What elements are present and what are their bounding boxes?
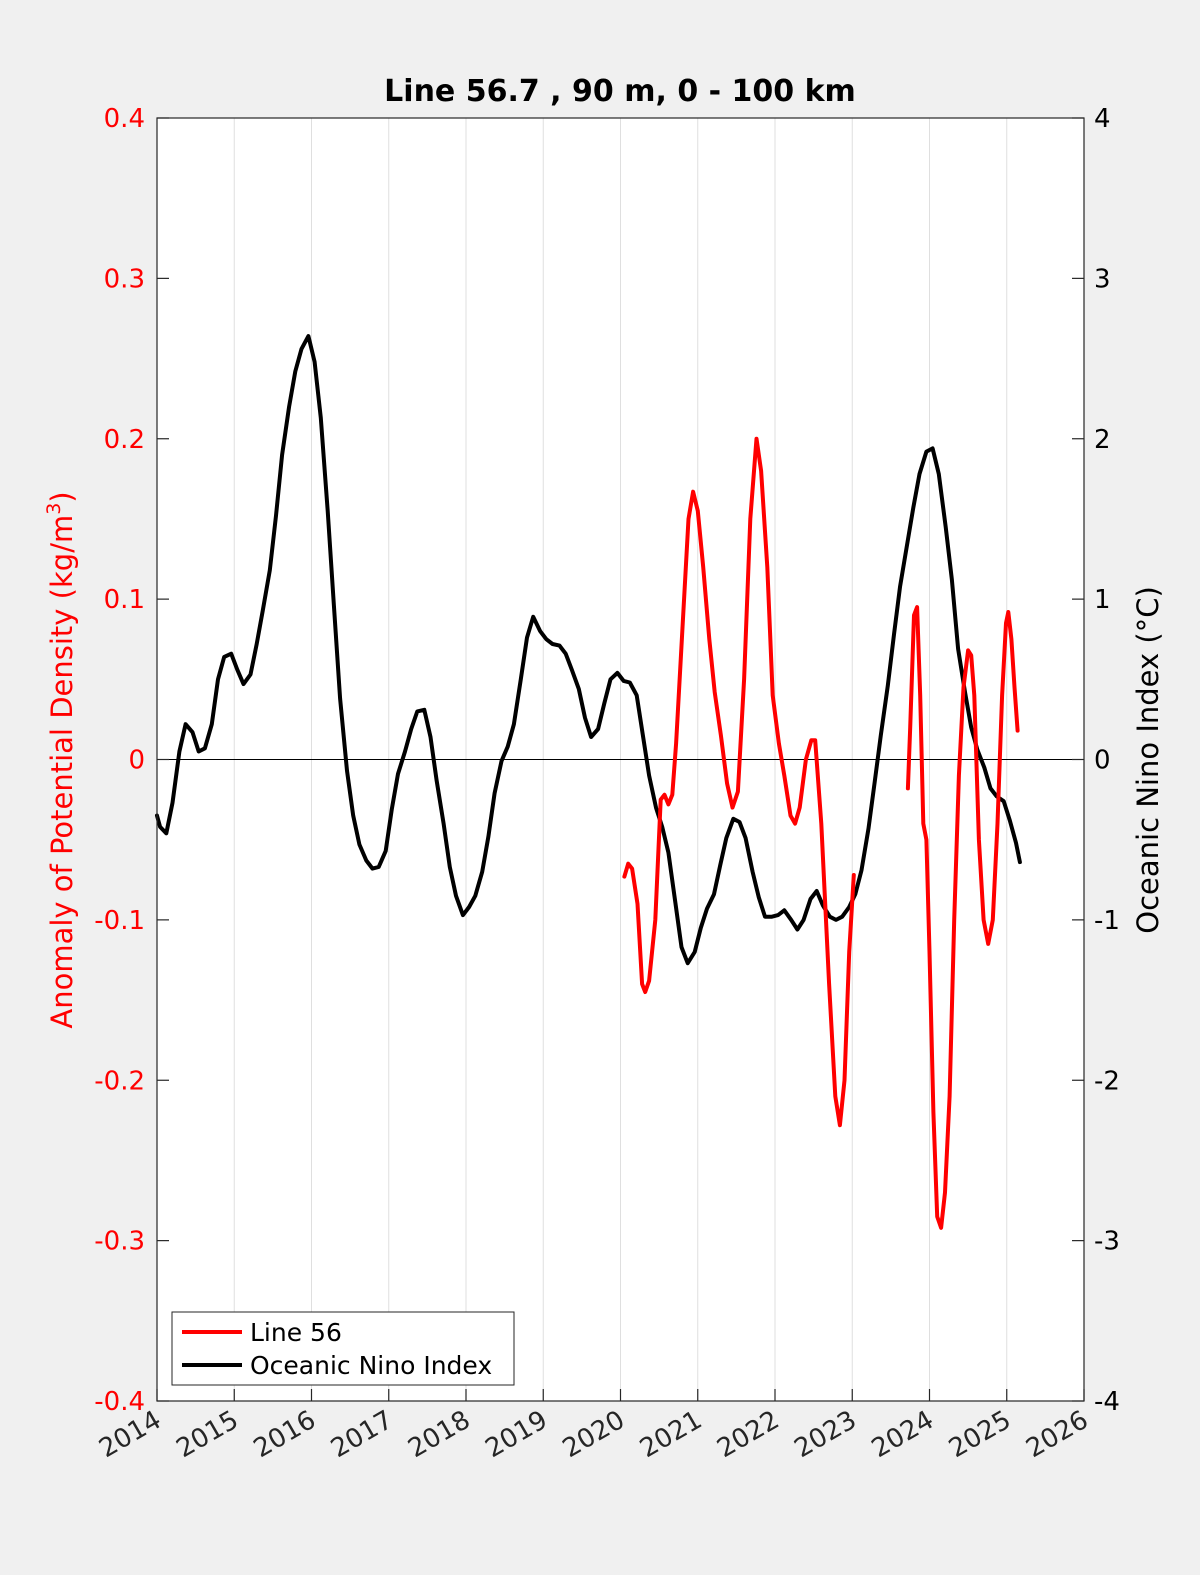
y-left-tick-label: -0.3 <box>94 1227 145 1257</box>
y-right-tick-label: -3 <box>1094 1227 1120 1257</box>
y-left-tick-label: 0.3 <box>104 264 145 294</box>
y-left-tick-label: 0 <box>128 746 145 776</box>
y-axis-left-label-sup: 3 <box>43 503 65 515</box>
y-right-tick-label: 1 <box>1094 585 1111 615</box>
y-right-tick-label: 2 <box>1094 425 1111 455</box>
series-line-56-segment-1 <box>905 605 1020 1230</box>
series-oni-segment-0 <box>155 334 1022 966</box>
y-right-tick-label: 4 <box>1094 104 1111 134</box>
y-left-tick-label: 0.2 <box>104 425 145 455</box>
y-left-tick-label: -0.1 <box>94 906 145 936</box>
legend-label-oni: Oceanic Nino Index <box>250 1351 492 1380</box>
legend: Line 56 Oceanic Nino Index <box>171 1311 515 1386</box>
y-right-tick-label: -1 <box>1094 906 1120 936</box>
y-axis-left-label-close: ) <box>45 491 79 502</box>
y-axis-left-label: Anomaly of Potential Density (kg/m3) <box>43 491 79 1028</box>
y-axis-left-label-main: Anomaly of Potential Density (kg/m <box>45 515 79 1029</box>
legend-box <box>171 1311 515 1386</box>
ticks: 2014 2015 2016 2017 2018 2019 2020 2021 2022 2023… <box>94 104 1120 1464</box>
y-right-tick-label: 3 <box>1094 264 1111 294</box>
y-right-tick-label: -2 <box>1094 1066 1120 1096</box>
chart-title: Line 56.7 , 90 m, 0 - 100 km <box>384 74 856 109</box>
series-layer <box>155 334 1022 1230</box>
legend-label-line-56: Line 56 <box>250 1318 342 1347</box>
y-right-tick-label: -4 <box>1094 1387 1120 1417</box>
y-left-tick-label: 0.1 <box>104 585 145 615</box>
y-left-tick-label: -0.2 <box>94 1066 145 1096</box>
y-left-tick-label: 0.4 <box>104 104 145 134</box>
y-right-tick-label: 0 <box>1094 746 1111 776</box>
series-line-56-segment-0 <box>622 436 856 1128</box>
y-axis-right-label: Oceanic Nino Index (°C) <box>1131 586 1165 934</box>
y-left-tick-label: -0.4 <box>94 1387 145 1417</box>
